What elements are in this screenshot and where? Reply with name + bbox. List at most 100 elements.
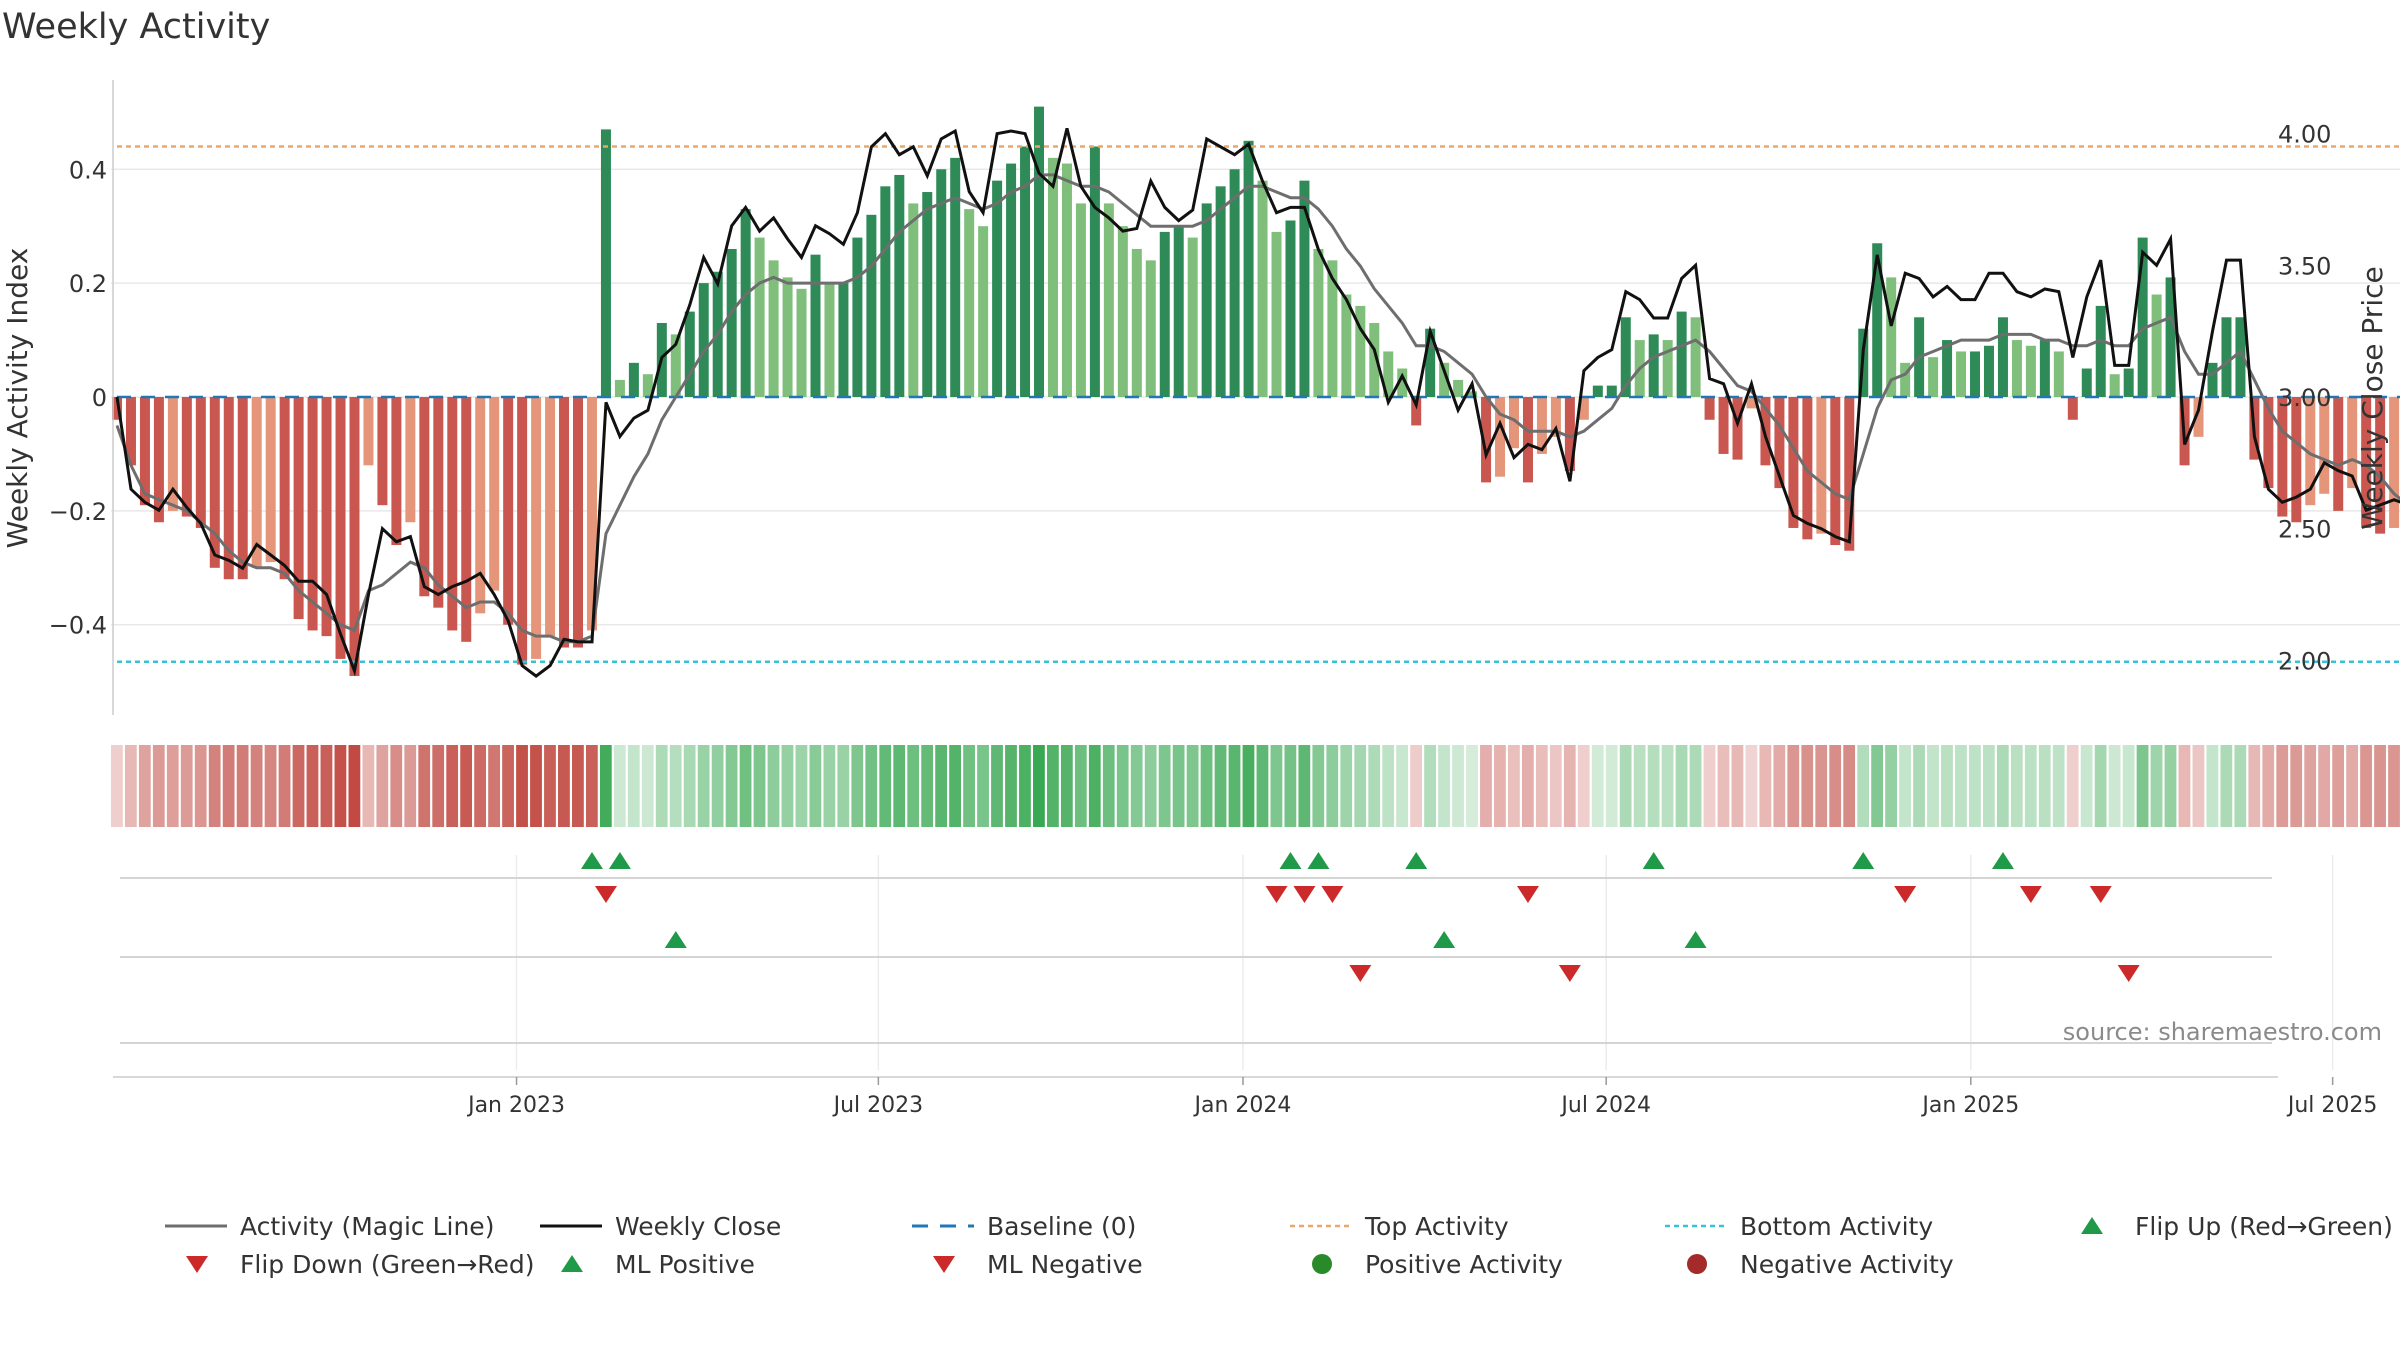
heat-cell (1424, 745, 1437, 827)
activity-bar (2221, 317, 2232, 397)
heat-cell (753, 745, 766, 827)
heat-cell (893, 745, 906, 827)
heat-cell (1941, 745, 1954, 827)
activity-bar (377, 397, 388, 506)
activity-bar (2263, 397, 2274, 489)
heat-cell (446, 745, 459, 827)
activity-bar (1997, 317, 2008, 397)
ml-negative-marker (1558, 965, 1581, 982)
activity-bar (1201, 203, 1212, 397)
activity-bar (908, 203, 919, 397)
heat-cell (1270, 745, 1283, 827)
heat-cell (530, 745, 543, 827)
activity-bar (1075, 203, 1086, 397)
activity-bar (2207, 362, 2218, 397)
activity-bar (2151, 294, 2162, 397)
activity-bar (293, 397, 304, 620)
x-tick-label: Jul 2025 (2286, 1093, 2378, 1118)
reference-lines (117, 145, 2400, 664)
activity-bar (1564, 397, 1575, 472)
y2-axis-label: Weekly Close Price (2356, 266, 2389, 529)
activity-bar (1411, 397, 1422, 426)
heat-cell (1731, 745, 1744, 827)
heat-cell (292, 745, 305, 827)
heat-cell (725, 745, 738, 827)
heat-cell (1745, 745, 1758, 827)
flip-down-marker (1516, 886, 1539, 903)
axes: 0.4 0.2 0 −0.2 −0.4 4.00 3.50 3.00 2.50 2.00 (49, 80, 2331, 715)
activity-bar (2333, 397, 2344, 511)
source-note: source: sharemaestro.com (2063, 1018, 2382, 1046)
activity-bar (2305, 397, 2316, 506)
heat-cell (1172, 745, 1185, 827)
heat-cell (1913, 745, 1926, 827)
activity-bar (335, 397, 346, 659)
heat-cell (1508, 745, 1520, 827)
activity-bar (517, 397, 528, 665)
heat-cell (1605, 745, 1618, 827)
heat-cell (1074, 745, 1087, 827)
activity-bar (964, 209, 975, 397)
activity-bar (1145, 260, 1156, 397)
activity-bar (824, 283, 835, 397)
legend-label: ML Negative (987, 1250, 1143, 1279)
activity-bar (1746, 397, 1757, 409)
heat-cell (1019, 745, 1032, 827)
legend-label: Flip Up (Red→Green) (2135, 1212, 2393, 1241)
activity-bar (1313, 248, 1324, 397)
heat-cell (1647, 745, 1660, 827)
activity-bar (838, 283, 849, 397)
activity-bars (112, 106, 2400, 676)
activity-bar (2277, 397, 2288, 517)
heat-cell (264, 745, 277, 827)
heat-cell (1661, 745, 1674, 827)
activity-bar (726, 248, 737, 397)
heat-cell (2024, 745, 2037, 827)
activity-bar (1159, 231, 1170, 397)
activity-bar (1439, 362, 1450, 397)
heat-cell (2318, 745, 2331, 827)
activity-bar (1061, 163, 1072, 397)
activity-bar (181, 397, 192, 517)
heat-cell (2192, 745, 2205, 827)
heat-cell (1354, 745, 1367, 827)
x-tick-label: Jan 2024 (1193, 1093, 1292, 1118)
heat-cell (1759, 745, 1772, 827)
activity-bar (1047, 157, 1058, 397)
weekly-close-line (115, 128, 2400, 678)
ml-positive-marker (1684, 931, 1707, 948)
activity-bar (586, 397, 597, 631)
heat-cell (1033, 745, 1046, 827)
heat-cell (418, 745, 431, 827)
activity-bar (1495, 397, 1506, 477)
heat-cell (1829, 745, 1842, 827)
legend: Activity (Magic Line) Weekly Close Baselin… (165, 1212, 2393, 1279)
heat-cell (1060, 745, 1073, 827)
heat-cell (1843, 745, 1856, 827)
heat-cell (1256, 745, 1269, 827)
activity-bar (1774, 397, 1785, 489)
activity-bar (531, 397, 542, 659)
activity-bar (321, 397, 332, 637)
activity-bar (559, 397, 570, 648)
line-series (115, 128, 2400, 678)
activity-bar (2193, 397, 2204, 437)
heat-cell (1130, 745, 1143, 827)
y-tick-label: 0.2 (69, 270, 107, 298)
heat-cell (2248, 745, 2261, 827)
heat-cell (348, 745, 361, 827)
heat-cell (2066, 745, 2079, 827)
flip-down-marker (1321, 886, 1344, 903)
heat-cell (2094, 745, 2107, 827)
heat-cell (1982, 745, 1995, 827)
legend-label: Positive Activity (1365, 1250, 1563, 1279)
heat-cell (1284, 745, 1297, 827)
heat-cell (1312, 745, 1325, 827)
heat-cell (851, 745, 864, 827)
heat-cell (2346, 745, 2359, 827)
heat-cell (879, 745, 892, 827)
activity-bar (684, 311, 695, 397)
heat-cell (781, 745, 794, 827)
activity-bar (2347, 397, 2358, 489)
